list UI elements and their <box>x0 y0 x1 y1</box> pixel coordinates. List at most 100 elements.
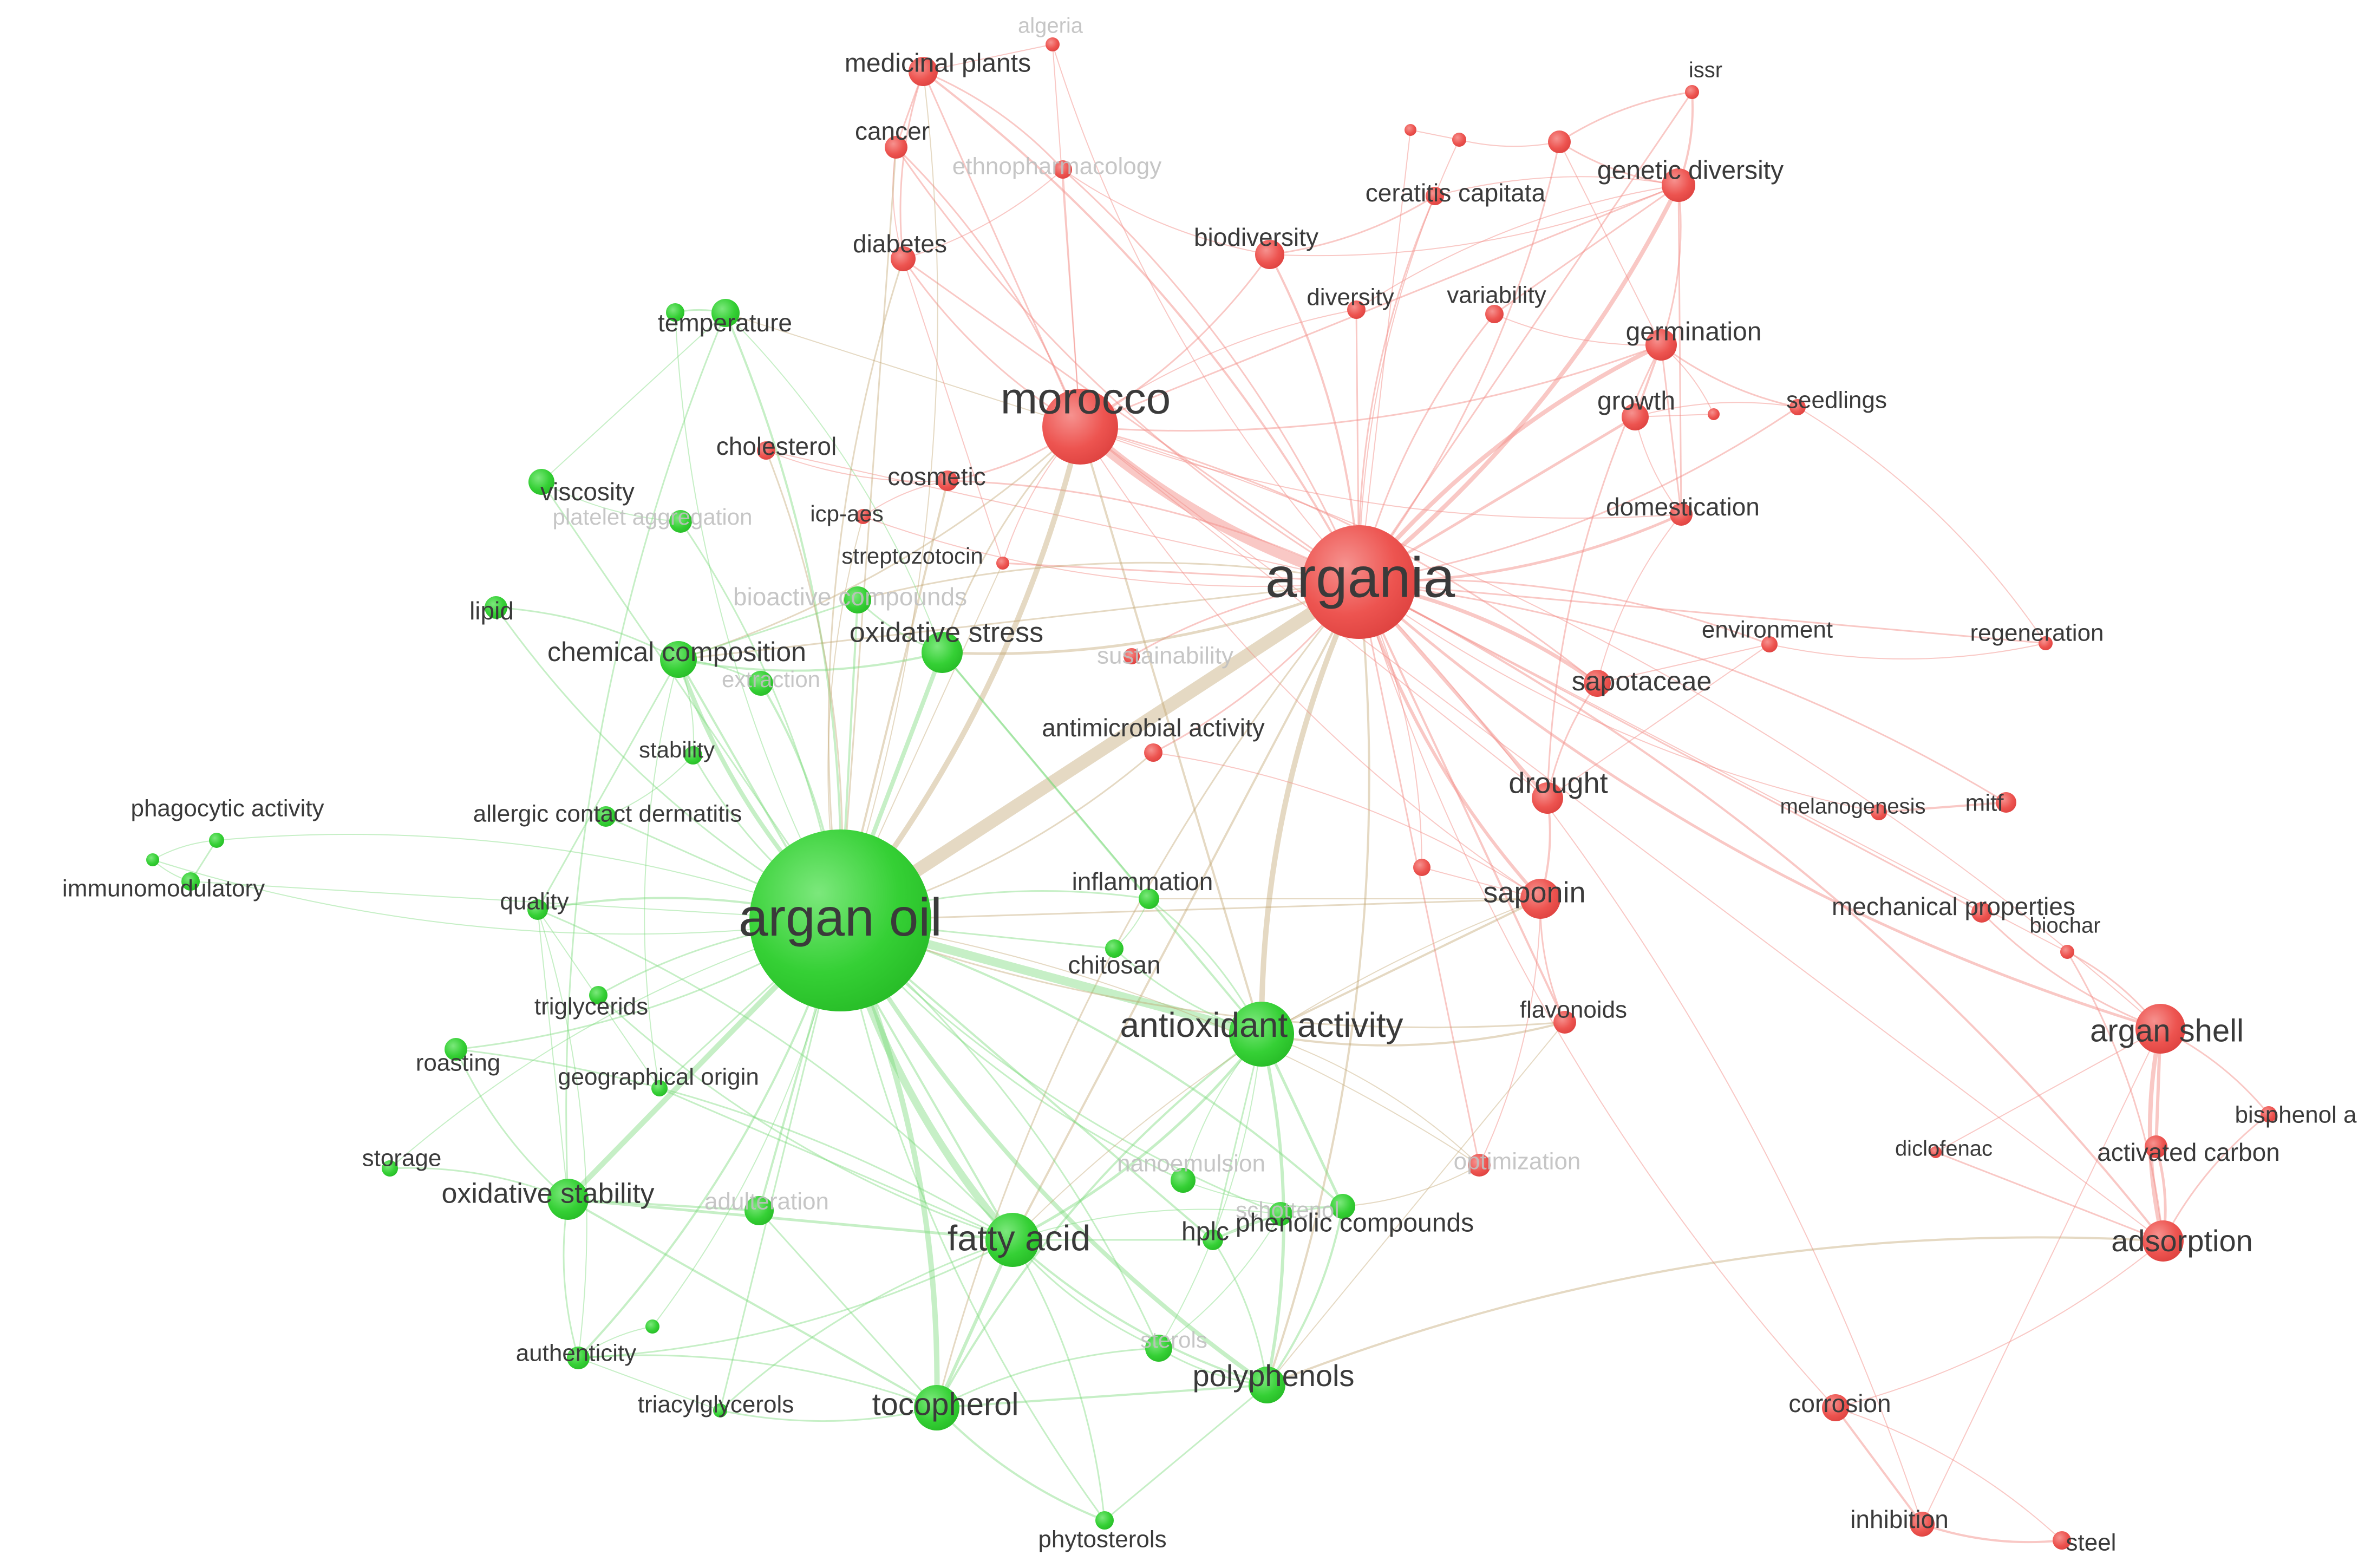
node-geographical_origin[interactable] <box>651 1080 668 1096</box>
node-icp_aes[interactable] <box>855 509 871 524</box>
node-regeneration[interactable] <box>2039 636 2053 650</box>
node-growth[interactable] <box>1622 403 1649 430</box>
edge-chemical_composition--geographical_origin <box>644 659 679 1089</box>
edge-argania--mechanical_properties <box>1358 581 1983 913</box>
label-melanogenesis: melanogenesis <box>1780 795 1925 819</box>
node-bioactive_compounds[interactable] <box>844 586 871 613</box>
node-inflammation[interactable] <box>1139 888 1159 909</box>
node-melanogenesis[interactable] <box>1871 804 1887 820</box>
label-authenticity: authenticity <box>516 1340 637 1367</box>
node-activated_carbon[interactable] <box>2145 1135 2167 1158</box>
node-polyphenols[interactable] <box>1249 1367 1285 1403</box>
node-authenticity[interactable] <box>567 1347 590 1369</box>
node-genetic_diversity[interactable] <box>1662 168 1695 202</box>
node-saponin[interactable] <box>1520 879 1560 919</box>
node-nB[interactable] <box>1452 133 1466 147</box>
node-domestication[interactable] <box>1670 503 1693 526</box>
node-diclofenac[interactable] <box>1930 1146 1942 1158</box>
node-seed2[interactable] <box>1708 408 1720 420</box>
node-cosmetic[interactable] <box>937 471 958 491</box>
node-auth2[interactable] <box>645 1319 659 1334</box>
node-immunomodulatory[interactable] <box>181 872 200 891</box>
node-seedlings[interactable] <box>1789 399 1806 415</box>
node-sterols[interactable] <box>1145 1335 1172 1362</box>
node-sapotaceae[interactable] <box>1584 670 1611 697</box>
node-nA[interactable] <box>1405 124 1416 136</box>
edge-argania--tocopherol <box>936 581 1360 1409</box>
node-algeria[interactable] <box>1046 37 1060 51</box>
edge-fatty_acid--schottenol <box>1012 1208 1281 1240</box>
edge-morocco--cancer <box>895 146 1081 428</box>
node-fatty_acid[interactable] <box>985 1213 1040 1267</box>
node-cholesterol[interactable] <box>757 441 775 460</box>
node-mechanical_properties[interactable] <box>1971 902 1992 923</box>
label-argania: argania <box>1265 546 1455 610</box>
node-antimicrobial_activity[interactable] <box>1144 743 1162 762</box>
node-allergic_contact_dermatitis[interactable] <box>596 806 616 827</box>
node-argan_oil[interactable] <box>749 829 931 1011</box>
node-stability[interactable] <box>684 746 702 765</box>
node-phago2[interactable] <box>146 853 159 866</box>
node-ceratitis_capitata[interactable] <box>1426 187 1444 205</box>
label-argan_oil: argan oil <box>739 887 942 947</box>
node-ethnopharmacology[interactable] <box>1054 160 1072 179</box>
node-quality[interactable] <box>527 899 548 920</box>
node-phytosterols[interactable] <box>1095 1511 1114 1530</box>
node-roasting[interactable] <box>445 1038 467 1061</box>
node-temp2[interactable] <box>666 303 684 322</box>
node-nanoemulsion[interactable] <box>1171 1168 1196 1193</box>
node-issr[interactable] <box>1685 85 1699 99</box>
node-viscosity[interactable] <box>528 469 554 495</box>
node-biochar[interactable] <box>2060 945 2074 959</box>
node-streptozotocin[interactable] <box>996 557 1009 570</box>
node-sap2[interactable] <box>1413 859 1431 876</box>
node-optimization[interactable] <box>1468 1154 1491 1177</box>
node-tocopherol[interactable] <box>914 1385 959 1430</box>
node-drought[interactable] <box>1532 782 1563 814</box>
node-mitf[interactable] <box>1996 792 2016 813</box>
node-triglycerids[interactable] <box>589 986 608 1004</box>
node-phagocytic_activity[interactable] <box>209 833 224 848</box>
node-oxidative_stability[interactable] <box>547 1179 589 1220</box>
node-argania[interactable] <box>1302 525 1416 639</box>
node-nC[interactable] <box>1548 130 1571 153</box>
node-medicinal_plants[interactable] <box>909 57 938 86</box>
node-environment[interactable] <box>1761 636 1778 652</box>
node-platelet_aggregation[interactable] <box>669 510 692 533</box>
node-inhibition[interactable] <box>1910 1512 1935 1537</box>
node-triacylglycerols[interactable] <box>713 1403 727 1417</box>
edge-argania--cholesterol <box>766 450 1360 583</box>
node-lipid[interactable] <box>485 596 507 619</box>
node-oxidative_stress[interactable] <box>922 632 963 673</box>
node-storage[interactable] <box>382 1160 398 1177</box>
node-variability[interactable] <box>1485 305 1504 323</box>
node-extraction[interactable] <box>748 671 773 696</box>
node-adulteration[interactable] <box>744 1196 774 1225</box>
node-adsorption[interactable] <box>2143 1220 2184 1262</box>
node-hplc[interactable] <box>1203 1230 1223 1250</box>
node-antioxidant_activity[interactable] <box>1229 1002 1294 1067</box>
node-steel[interactable] <box>2053 1531 2071 1550</box>
node-phenolic_compounds[interactable] <box>1330 1194 1355 1219</box>
node-temperature[interactable] <box>711 299 740 327</box>
node-germination[interactable] <box>1645 329 1677 361</box>
node-corrosion[interactable] <box>1822 1394 1849 1421</box>
edge-fatty_acid--geographical_origin <box>658 1087 1014 1241</box>
node-schottenol[interactable] <box>1269 1202 1292 1226</box>
node-morocco[interactable] <box>1042 389 1118 465</box>
edge-nA--nB <box>1410 129 1460 140</box>
node-chemical_composition[interactable] <box>660 641 697 678</box>
label-cancer: cancer <box>855 117 930 145</box>
node-sustainability[interactable] <box>1124 648 1140 664</box>
node-bisphenol_a[interactable] <box>2261 1106 2277 1122</box>
node-diabetes[interactable] <box>891 246 916 271</box>
node-cancer[interactable] <box>885 136 907 159</box>
edge-morocco--algeria <box>1052 44 1081 427</box>
node-argan_shell[interactable] <box>2135 1004 2185 1054</box>
node-diversity[interactable] <box>1347 300 1366 319</box>
edge-argania--cosmetic <box>946 480 1360 583</box>
node-biodiversity[interactable] <box>1255 240 1284 269</box>
node-flavonoids[interactable] <box>1553 1011 1576 1034</box>
node-chitosan[interactable] <box>1105 939 1124 958</box>
